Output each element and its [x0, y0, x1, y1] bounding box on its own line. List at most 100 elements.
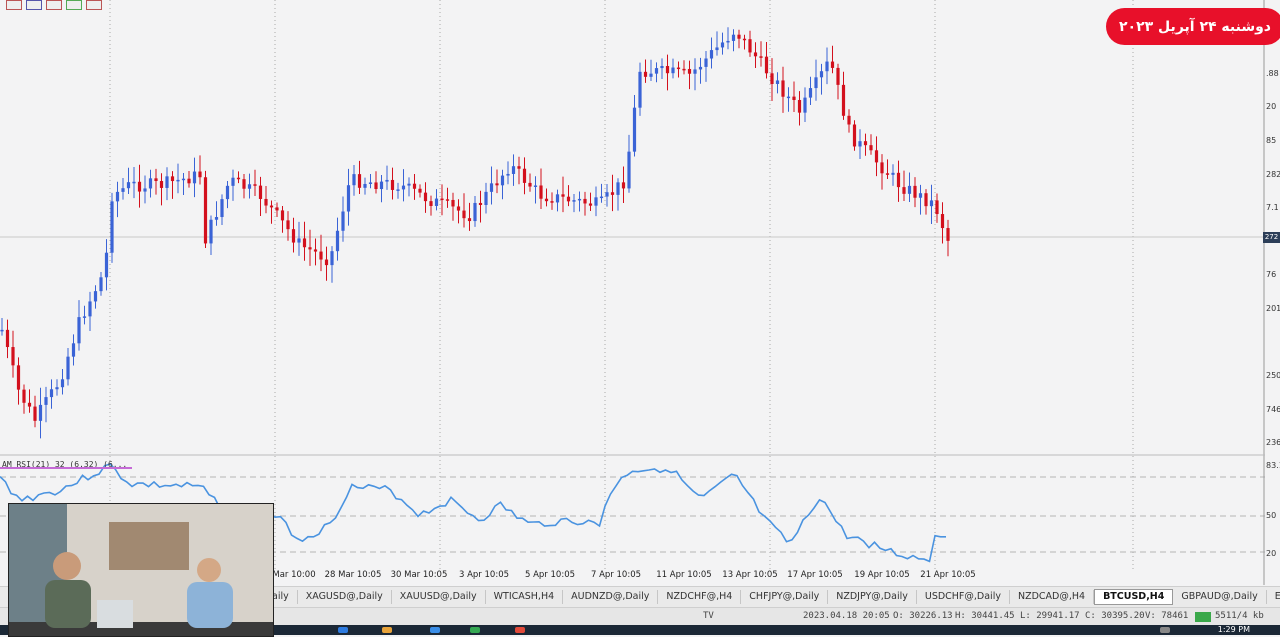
candle-body: [379, 181, 384, 190]
tray-icon[interactable]: [1160, 627, 1170, 633]
candle-body: [198, 171, 202, 178]
app-icon[interactable]: [470, 627, 480, 633]
candle-body: [836, 67, 840, 85]
symbol-tab[interactable]: aily: [0, 590, 298, 604]
candle-body: [924, 193, 928, 207]
candle-body: [412, 183, 417, 189]
candle-body: [16, 365, 21, 390]
candle-body: [748, 39, 752, 53]
symbol-tab[interactable]: EUR: [1267, 590, 1280, 604]
candle-body: [566, 196, 571, 202]
price-tick: 250: [1266, 371, 1280, 380]
candle-body: [517, 166, 521, 169]
candle-body: [346, 185, 351, 212]
status-close: C: 30395.20: [1085, 611, 1145, 621]
candle-body: [522, 168, 527, 183]
time-axis-label: 7 Apr 10:05: [590, 570, 642, 580]
time-axis-label: 30 Mar 10:05: [390, 570, 448, 580]
symbol-tab[interactable]: NZDJPY@,Daily: [828, 590, 917, 604]
symbol-tab[interactable]: USDCHF@,Daily: [917, 590, 1010, 604]
symbol-tab-active[interactable]: BTCUSD,H4: [1094, 589, 1174, 605]
time-axis-label: 28 Mar 10:05: [324, 570, 382, 580]
time-axis-label: 3 Apr 10:05: [458, 570, 510, 580]
cohost-body: [187, 582, 233, 628]
candle-body: [759, 56, 763, 58]
candle-body: [654, 68, 659, 74]
symbol-tab[interactable]: CHFJPY@,Daily: [741, 590, 829, 604]
candle-body: [709, 50, 714, 59]
candle-body: [863, 141, 868, 146]
candle-body: [489, 183, 494, 192]
candle-body: [643, 71, 648, 77]
candle-body: [209, 219, 213, 244]
candle-body: [473, 202, 477, 222]
candle-body: [335, 230, 340, 252]
symbol-tab[interactable]: WTICASH,H4: [486, 590, 564, 604]
candle-body: [44, 397, 48, 405]
symbol-tab[interactable]: AUDNZD@,Daily: [563, 590, 659, 604]
folder-icon[interactable]: [382, 627, 392, 633]
candle-body: [363, 183, 367, 188]
candle-body: [731, 34, 736, 41]
candle-body: [511, 166, 516, 174]
toolbar-flags[interactable]: [6, 0, 102, 10]
candle-body: [918, 193, 923, 198]
candle-body: [583, 198, 587, 204]
presenter-head: [53, 552, 81, 580]
candle-body: [627, 151, 631, 189]
flag-icon[interactable]: [6, 0, 22, 10]
candle-body: [302, 238, 307, 248]
price-chart[interactable]: [0, 0, 1265, 585]
candle-body: [143, 188, 147, 192]
symbol-tab[interactable]: GBPAUD@,Daily: [1173, 590, 1267, 604]
candle-body: [319, 251, 323, 260]
candle-body: [880, 162, 884, 174]
symbol-tab[interactable]: NZDCHF@,H4: [658, 590, 742, 604]
candle-body: [374, 182, 378, 190]
candle-body: [291, 229, 296, 243]
rsi-lower-level: 20: [1266, 549, 1277, 558]
candle-body: [902, 187, 906, 194]
presenter-body: [45, 580, 91, 628]
candle-body: [88, 301, 92, 317]
candle-body: [407, 183, 411, 186]
candle-body: [825, 61, 829, 72]
flag-icon[interactable]: [66, 0, 82, 10]
price-tick: 7.1: [1266, 203, 1279, 212]
candle-body: [814, 77, 818, 89]
candle-body: [775, 80, 780, 84]
flag-icon[interactable]: [86, 0, 102, 10]
candle-body: [687, 68, 692, 74]
candle-body: [82, 316, 87, 318]
candle-body: [946, 228, 950, 241]
candle-body: [137, 181, 142, 192]
flag-icon[interactable]: [26, 0, 42, 10]
candle-body: [484, 191, 488, 206]
price-tick: 282: [1266, 170, 1280, 179]
candle-body: [588, 203, 593, 206]
symbol-tab[interactable]: XAGUSD@,Daily: [298, 590, 392, 604]
app-icon[interactable]: [430, 627, 440, 633]
browser-icon[interactable]: [515, 627, 525, 633]
candle-body: [610, 192, 615, 195]
candle-body: [93, 291, 98, 302]
time-axis-label: Mar 10:00: [272, 570, 316, 580]
candle-body: [181, 178, 186, 181]
candle-body: [555, 194, 560, 203]
candle-body: [660, 65, 664, 69]
start-icon[interactable]: [338, 627, 348, 633]
status-datetime: 2023.04.18 20:05: [803, 611, 890, 621]
flag-icon[interactable]: [46, 0, 62, 10]
candle-body: [929, 200, 934, 207]
candle-body: [110, 201, 114, 253]
candle-body: [764, 56, 769, 74]
candle-body: [38, 404, 43, 421]
symbol-tab[interactable]: XAUUSD@,Daily: [392, 590, 486, 604]
candle-body: [275, 207, 279, 211]
candle-body: [99, 277, 103, 292]
candle-body: [808, 88, 813, 98]
symbol-tab[interactable]: NZDCAD@,H4: [1010, 590, 1095, 604]
candle-body: [203, 177, 208, 244]
candle-body: [869, 145, 873, 151]
candle-body: [104, 252, 109, 278]
